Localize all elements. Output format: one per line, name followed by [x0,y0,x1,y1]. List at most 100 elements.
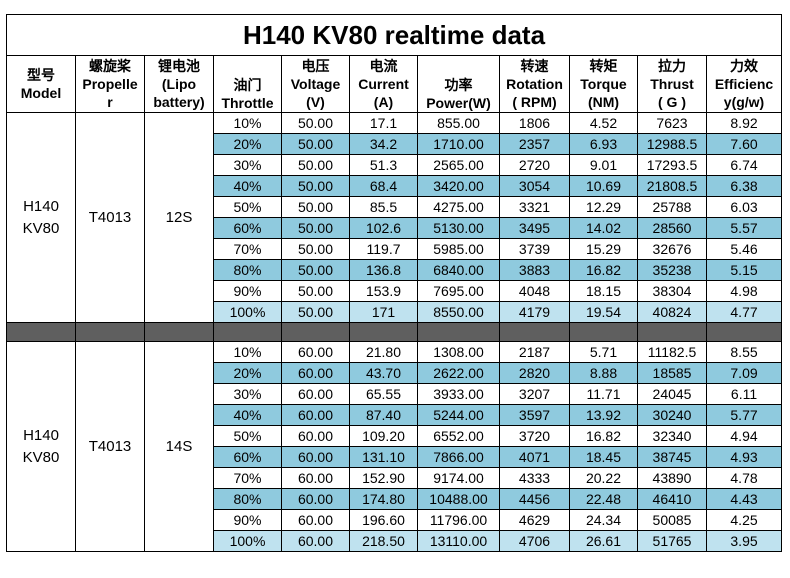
table-row: 20% 60.00 43.70 2622.00 2820 8.88 18585 7.09 [7,362,783,384]
header-rotation-unit: ( RPM) [512,94,557,110]
torque-cell: 18.15 [569,280,638,302]
header-battery-cn: 锂电池 [158,58,200,74]
header-model-en: Model [20,85,62,101]
header-propeller-cn: 螺旋桨 [89,58,131,74]
separator-cell [6,322,76,342]
current-cell: 152.90 [349,467,418,489]
model-cell: H140 KV80 [6,112,76,323]
table-row: 60% 60.00 131.10 7866.00 4071 18.45 38745 4.93 [7,446,783,468]
torque-cell: 16.82 [569,425,638,447]
efficiency-cell: 4.94 [705,425,783,447]
power-cell: 4275.00 [417,196,500,218]
rotation-cell: 4706 [499,530,570,552]
rotation-cell: 2357 [499,133,570,155]
thrust-cell: 35238 [637,259,707,281]
thrust-cell: 25788 [637,196,707,218]
torque-cell: 5.71 [569,341,638,363]
header-current: 电流 Current (A) [349,55,418,113]
efficiency-cell: 4.98 [705,280,783,302]
thrust-cell: 21808.5 [637,175,707,197]
current-cell: 119.7 [349,238,418,260]
header-throttle-cn: 油门 [233,77,262,93]
rotation-cell: 2820 [499,362,570,384]
voltage-cell: 50.00 [281,175,350,197]
torque-cell: 16.82 [569,259,638,281]
table-row: 90% 50.00 153.9 7695.00 4048 18.15 38304 4.98 [7,280,783,302]
table-row: H140 KV80 T4013 12S 10% 50.00 17.1 855.00 1806 4.… [6,112,783,323]
efficiency-cell: 3.95 [705,530,783,552]
header-power-cn: 功率 [444,77,473,93]
torque-cell: 19.54 [569,301,638,323]
header-throttle: 油门 Throttle [213,55,282,113]
thrust-cell: 46410 [637,488,707,510]
efficiency-cell: 4.43 [705,488,783,510]
thrust-cell: 7623 [637,112,707,134]
torque-cell: 4.52 [569,112,638,134]
separator-cell [144,322,214,342]
header-voltage-en: Voltage [290,76,341,92]
separator-cell [705,322,783,342]
header-propeller-en1: Propelle [82,76,138,92]
current-cell: 218.50 [349,530,418,552]
throttle-cell: 80% [213,488,282,510]
voltage-cell: 50.00 [281,217,350,239]
thrust-cell: 24045 [637,383,707,405]
torque-cell: 24.34 [569,509,638,531]
torque-cell: 13.92 [569,404,638,426]
power-cell: 2622.00 [417,362,500,384]
rotation-cell: 4071 [499,446,570,468]
current-cell: 153.9 [349,280,418,302]
torque-cell: 18.45 [569,446,638,468]
current-cell: 65.55 [349,383,418,405]
header-throttle-en: Throttle [221,95,274,111]
model-line-2: KV80 [22,448,60,466]
torque-cell: 15.29 [569,238,638,260]
thrust-cell: 51765 [637,530,707,552]
voltage-cell: 50.00 [281,196,350,218]
header-efficiency-en2: y(g/w) [723,94,765,110]
power-cell: 6552.00 [417,425,500,447]
throttle-cell: 100% [213,530,282,552]
rotation-cell: 3321 [499,196,570,218]
voltage-cell: 50.00 [281,133,350,155]
throttle-cell: 10% [213,341,282,363]
voltage-cell: 60.00 [281,467,350,489]
header-voltage-cn: 电压 [301,58,330,74]
table-row: H140 KV80 T4013 14S 10% 60.00 21.80 1308.00 2187… [6,341,783,552]
torque-cell: 20.22 [569,467,638,489]
battery-cell: 12S [144,112,214,323]
table-row: 20% 50.00 34.2 1710.00 2357 6.93 12988.5 7.60 [7,133,783,155]
table-row: 100% 60.00 218.50 13110.00 4706 26.61 51765 3.9… [7,530,783,552]
throttle-cell: 70% [213,238,282,260]
efficiency-cell: 4.77 [705,301,783,323]
rotation-cell: 1806 [499,112,570,134]
rotation-cell: 4048 [499,280,570,302]
efficiency-cell: 6.11 [705,383,783,405]
header-propeller-en2: r [107,94,113,110]
efficiency-cell: 4.25 [705,509,783,531]
throttle-cell: 10% [213,112,282,134]
table-row: 80% 60.00 174.80 10488.00 4456 22.48 46410 4.43 [7,488,783,510]
efficiency-cell: 5.57 [705,217,783,239]
voltage-cell: 60.00 [281,404,350,426]
power-cell: 10488.00 [417,488,500,510]
throttle-cell: 70% [213,467,282,489]
throttle-cell: 40% [213,404,282,426]
header-current-unit: (A) [373,94,394,110]
separator-cell [213,322,282,342]
separator-cell [417,322,500,342]
model-cell: H140 KV80 [6,341,76,552]
power-cell: 11796.00 [417,509,500,531]
power-cell: 7695.00 [417,280,500,302]
efficiency-cell: 6.38 [705,175,783,197]
propeller-cell: T4013 [75,341,145,552]
voltage-cell: 60.00 [281,530,350,552]
table-row: 50% 50.00 85.5 4275.00 3321 12.29 25788 6.03 [7,196,783,218]
current-cell: 196.60 [349,509,418,531]
torque-cell: 8.88 [569,362,638,384]
propeller-cell: T4013 [75,112,145,323]
thrust-cell: 38745 [637,446,707,468]
throttle-cell: 50% [213,425,282,447]
header-voltage-unit: (V) [306,94,325,110]
header-current-cn: 电流 [369,58,398,74]
